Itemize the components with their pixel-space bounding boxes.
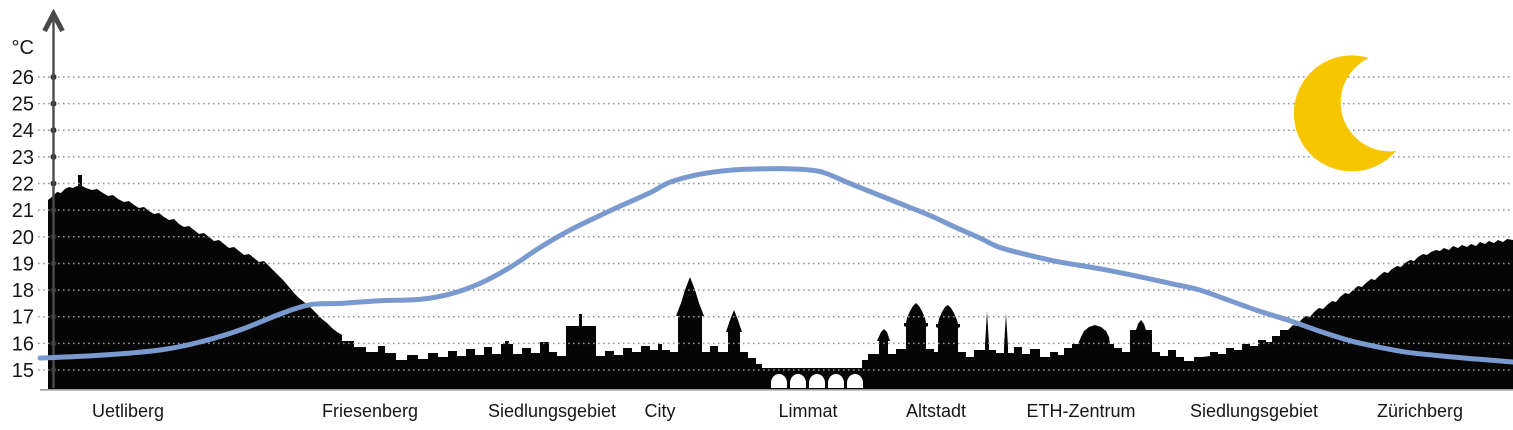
x-axis-label: Altstadt bbox=[906, 401, 966, 421]
y-tick-label: 17 bbox=[12, 307, 34, 329]
y-axis-arrow-icon bbox=[42, 8, 65, 33]
y-tick-label: 15 bbox=[12, 360, 34, 382]
skyline-path bbox=[48, 175, 1513, 389]
bridge-arch bbox=[809, 374, 825, 388]
y-tick-label: 19 bbox=[12, 253, 34, 275]
y-tick-label: 16 bbox=[12, 333, 34, 355]
x-axis-label: Siedlungsgebiet bbox=[1190, 401, 1318, 421]
bridge-arch bbox=[828, 374, 844, 388]
x-axis-label: Zürichberg bbox=[1377, 401, 1463, 421]
temperature-curve bbox=[37, 166, 1513, 365]
limmat-bridge-arches bbox=[771, 374, 863, 388]
y-axis-unit-label: °C bbox=[12, 37, 34, 59]
bridge-arch bbox=[847, 374, 863, 388]
y-tick-label: 24 bbox=[12, 120, 34, 142]
x-axis-label: City bbox=[645, 401, 676, 421]
x-axis-label: Limmat bbox=[778, 401, 837, 421]
x-axis-labels: Uetliberg Friesenberg Siedlungsgebiet City L… bbox=[92, 401, 1463, 421]
y-tick-label: 26 bbox=[12, 67, 34, 89]
x-axis-label: ETH-Zentrum bbox=[1026, 401, 1135, 421]
y-axis bbox=[42, 8, 65, 388]
bridge-arch bbox=[790, 374, 806, 388]
y-tick-label: 18 bbox=[12, 280, 34, 302]
city-skyline-silhouette bbox=[40, 175, 1513, 391]
x-axis-label: Friesenberg bbox=[322, 401, 418, 421]
moon-icon bbox=[1293, 55, 1396, 172]
y-tick-label: 25 bbox=[12, 94, 34, 116]
bridge-arch bbox=[771, 374, 787, 388]
y-tick-label: 22 bbox=[12, 174, 34, 196]
x-axis-label: Uetliberg bbox=[92, 401, 164, 421]
y-tick-label: 21 bbox=[12, 200, 34, 222]
y-tick-label: 23 bbox=[12, 147, 34, 169]
gridlines bbox=[38, 73, 1511, 373]
x-axis-label: Siedlungsgebiet bbox=[488, 401, 616, 421]
y-axis-tick-labels: 26 25 24 23 22 21 20 19 18 17 16 15 bbox=[12, 67, 34, 382]
y-tick-label: 20 bbox=[12, 227, 34, 249]
